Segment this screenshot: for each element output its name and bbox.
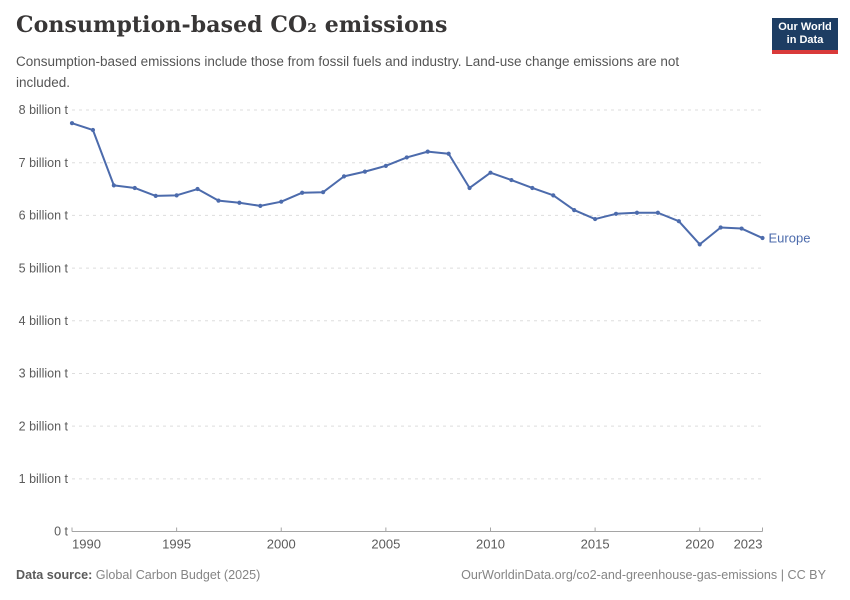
data-point (383, 163, 388, 168)
data-point (132, 185, 137, 191)
logo-line-1: Our World (778, 21, 832, 33)
data-point (593, 216, 598, 222)
data-point (697, 242, 702, 247)
chart-subtitle: Consumption-based emissions include thos… (16, 54, 680, 90)
data-point (676, 219, 681, 224)
y-axis-tick-label: 8 billion t (19, 103, 69, 117)
x-axis-tick-label: 2023 (734, 537, 763, 552)
data-source-value: Global Carbon Budget (2025) (92, 568, 261, 582)
origin-url-link[interactable]: OurWorldinData.org/co2-and-greenhouse-ga… (461, 568, 826, 582)
y-axis-tick-label: 7 billion t (19, 156, 69, 170)
data-point (195, 186, 200, 192)
logo-line-2: in Data (786, 34, 824, 46)
data-point (634, 210, 640, 215)
y-axis-tick-label: 6 billion t (19, 209, 69, 223)
data-source: Data source: Global Carbon Budget (2025) (16, 568, 260, 582)
data-point (655, 210, 660, 215)
x-axis-tick-label: 1995 (162, 537, 191, 552)
x-axis-tick-label: 2015 (581, 537, 610, 552)
data-point (530, 185, 535, 191)
data-point (425, 149, 430, 154)
data-point (467, 185, 472, 191)
data-point (488, 170, 493, 175)
data-point (760, 235, 765, 241)
data-point (362, 169, 368, 174)
owid-logo[interactable]: Our World in Data (772, 18, 838, 54)
data-point (69, 121, 75, 126)
data-point (613, 211, 619, 216)
y-axis-tick-label: 5 billion t (19, 261, 69, 275)
y-axis-tick-label: 3 billion t (19, 367, 69, 381)
data-point (739, 226, 744, 231)
data-point (153, 193, 158, 198)
data-point (509, 177, 514, 183)
x-axis-tick-label: 1990 (72, 537, 101, 552)
data-point (551, 193, 556, 198)
data-source-label: Data source: (16, 568, 93, 582)
data-point (572, 208, 577, 213)
x-axis-tick-label: 2020 (685, 537, 714, 552)
data-point (279, 199, 284, 204)
x-axis-tick-label: 2010 (476, 537, 505, 552)
x-axis-tick-label: 2000 (267, 537, 296, 552)
data-point (300, 190, 305, 195)
y-axis-tick-label: 2 billion t (19, 419, 69, 433)
data-point (90, 127, 96, 133)
x-axis-tick-label: 2005 (371, 537, 400, 552)
y-axis-tick-label: 1 billion t (19, 472, 69, 486)
chart-footer: Data source: Global Carbon Budget (2025)… (16, 568, 826, 582)
data-point (111, 183, 116, 188)
series-label: Europe (769, 231, 811, 246)
data-point (258, 203, 263, 208)
data-point (404, 155, 409, 160)
data-point (718, 225, 723, 230)
data-point (341, 174, 347, 179)
chart-title: Consumption-based CO₂ emissions (16, 12, 448, 38)
data-point (216, 198, 221, 203)
data-point (174, 193, 179, 198)
series-line (71, 122, 764, 246)
data-point (237, 200, 242, 205)
y-axis-tick-label: 4 billion t (19, 314, 69, 328)
data-point (320, 190, 326, 195)
data-point (446, 151, 451, 156)
y-axis-tick-label: 0 t (54, 525, 68, 539)
